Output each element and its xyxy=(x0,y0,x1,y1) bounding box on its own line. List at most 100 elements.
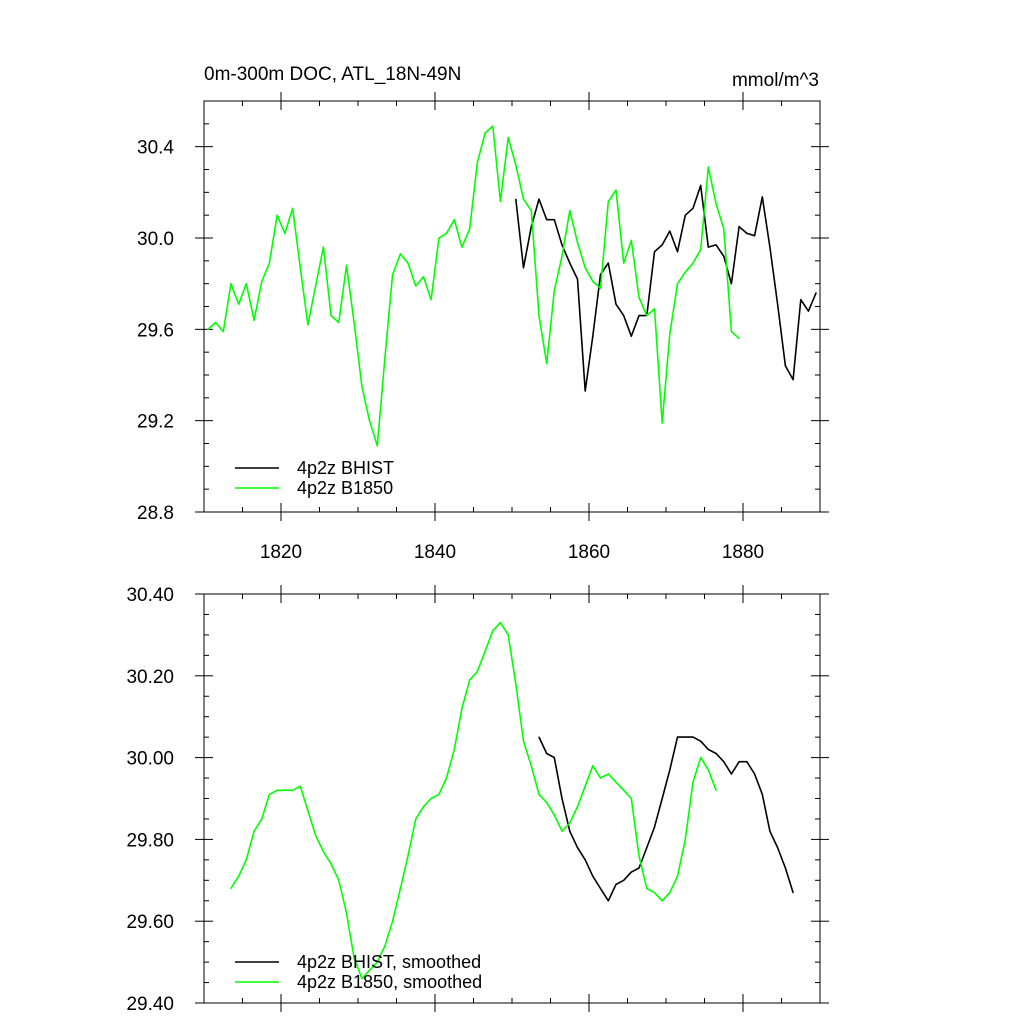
units-label: mmol/m^3 xyxy=(731,70,819,91)
data-point xyxy=(623,879,625,881)
data-point xyxy=(530,226,532,228)
data-point xyxy=(276,214,278,216)
data-point xyxy=(661,900,663,902)
data-point xyxy=(222,331,224,333)
y-tick-label: 30.00 xyxy=(126,749,174,770)
data-point xyxy=(569,830,571,832)
data-point xyxy=(630,871,632,873)
data-point xyxy=(761,793,763,796)
data-point xyxy=(230,887,232,890)
plot-frame xyxy=(203,100,821,513)
data-point xyxy=(638,867,640,869)
data-point xyxy=(669,230,671,232)
y-tick-label: 29.60 xyxy=(126,912,174,933)
data-point xyxy=(538,793,540,796)
data-point xyxy=(484,132,486,134)
data-point xyxy=(553,757,555,759)
data-point xyxy=(515,198,517,200)
data-point xyxy=(476,162,478,164)
data-point xyxy=(307,810,309,812)
data-point xyxy=(700,248,702,250)
data-point xyxy=(538,198,540,200)
data-point xyxy=(399,887,401,890)
data-point xyxy=(723,255,725,257)
data-point xyxy=(700,184,702,187)
data-point xyxy=(669,333,671,335)
data-point xyxy=(623,315,625,317)
data-point xyxy=(761,196,763,198)
data-point xyxy=(661,244,663,246)
data-point xyxy=(499,200,501,203)
data-point xyxy=(769,246,771,248)
data-point xyxy=(376,445,378,447)
data-point xyxy=(261,818,263,820)
data-point xyxy=(469,228,471,230)
data-point xyxy=(684,736,686,738)
data-point xyxy=(530,210,532,212)
data-point xyxy=(599,887,602,890)
data-point xyxy=(361,385,363,387)
data-point xyxy=(253,830,255,832)
data-point xyxy=(592,765,594,767)
data-point xyxy=(653,251,656,253)
data-point xyxy=(538,315,540,317)
data-point xyxy=(646,847,648,849)
data-point xyxy=(754,235,756,237)
data-point xyxy=(669,769,671,771)
data-point xyxy=(646,887,648,890)
data-point xyxy=(569,210,571,212)
x-tick-label: 1880 xyxy=(722,542,764,563)
data-point xyxy=(553,289,555,292)
legend-label: 4p2z BHIST, smoothed xyxy=(297,952,481,972)
data-point xyxy=(646,315,648,317)
data-point xyxy=(738,761,740,763)
data-point xyxy=(469,679,471,681)
data-point xyxy=(576,806,579,808)
data-point xyxy=(376,961,378,963)
data-point xyxy=(345,264,348,266)
data-point xyxy=(546,219,548,221)
data-point xyxy=(392,920,394,922)
data-point xyxy=(561,797,563,800)
data-point xyxy=(561,255,563,257)
data-point xyxy=(207,328,209,330)
data-point xyxy=(284,789,286,791)
data-point xyxy=(561,830,563,832)
data-point xyxy=(638,855,640,857)
x-tick-label: 1840 xyxy=(414,542,456,563)
data-point xyxy=(707,246,709,248)
data-point xyxy=(707,769,709,771)
data-point xyxy=(630,335,632,337)
data-point xyxy=(453,748,455,751)
data-point xyxy=(238,875,240,877)
data-point xyxy=(538,736,540,738)
data-point xyxy=(676,283,679,285)
data-point xyxy=(553,219,555,221)
data-point xyxy=(653,826,656,828)
data-point xyxy=(607,200,609,203)
data-point xyxy=(792,379,794,381)
y-tick-label: 29.80 xyxy=(126,830,174,851)
data-point xyxy=(769,830,771,832)
data-point xyxy=(815,292,817,294)
data-point xyxy=(576,847,579,849)
data-point xyxy=(684,271,686,273)
data-point xyxy=(807,310,810,312)
data-point xyxy=(507,136,509,139)
data-point xyxy=(322,851,324,853)
data-point xyxy=(653,308,656,310)
data-point xyxy=(292,789,294,791)
data-point xyxy=(676,875,679,877)
data-point xyxy=(407,262,409,264)
data-point xyxy=(792,892,794,894)
data-point xyxy=(507,634,509,636)
data-point xyxy=(292,207,294,209)
data-point xyxy=(530,765,532,767)
data-point xyxy=(230,283,232,285)
data-point xyxy=(299,785,301,787)
x-tick-label: 1820 xyxy=(260,542,302,563)
data-point xyxy=(284,232,286,234)
data-point xyxy=(368,969,371,971)
y-tick-label: 30.20 xyxy=(126,667,174,688)
data-point xyxy=(692,736,694,738)
